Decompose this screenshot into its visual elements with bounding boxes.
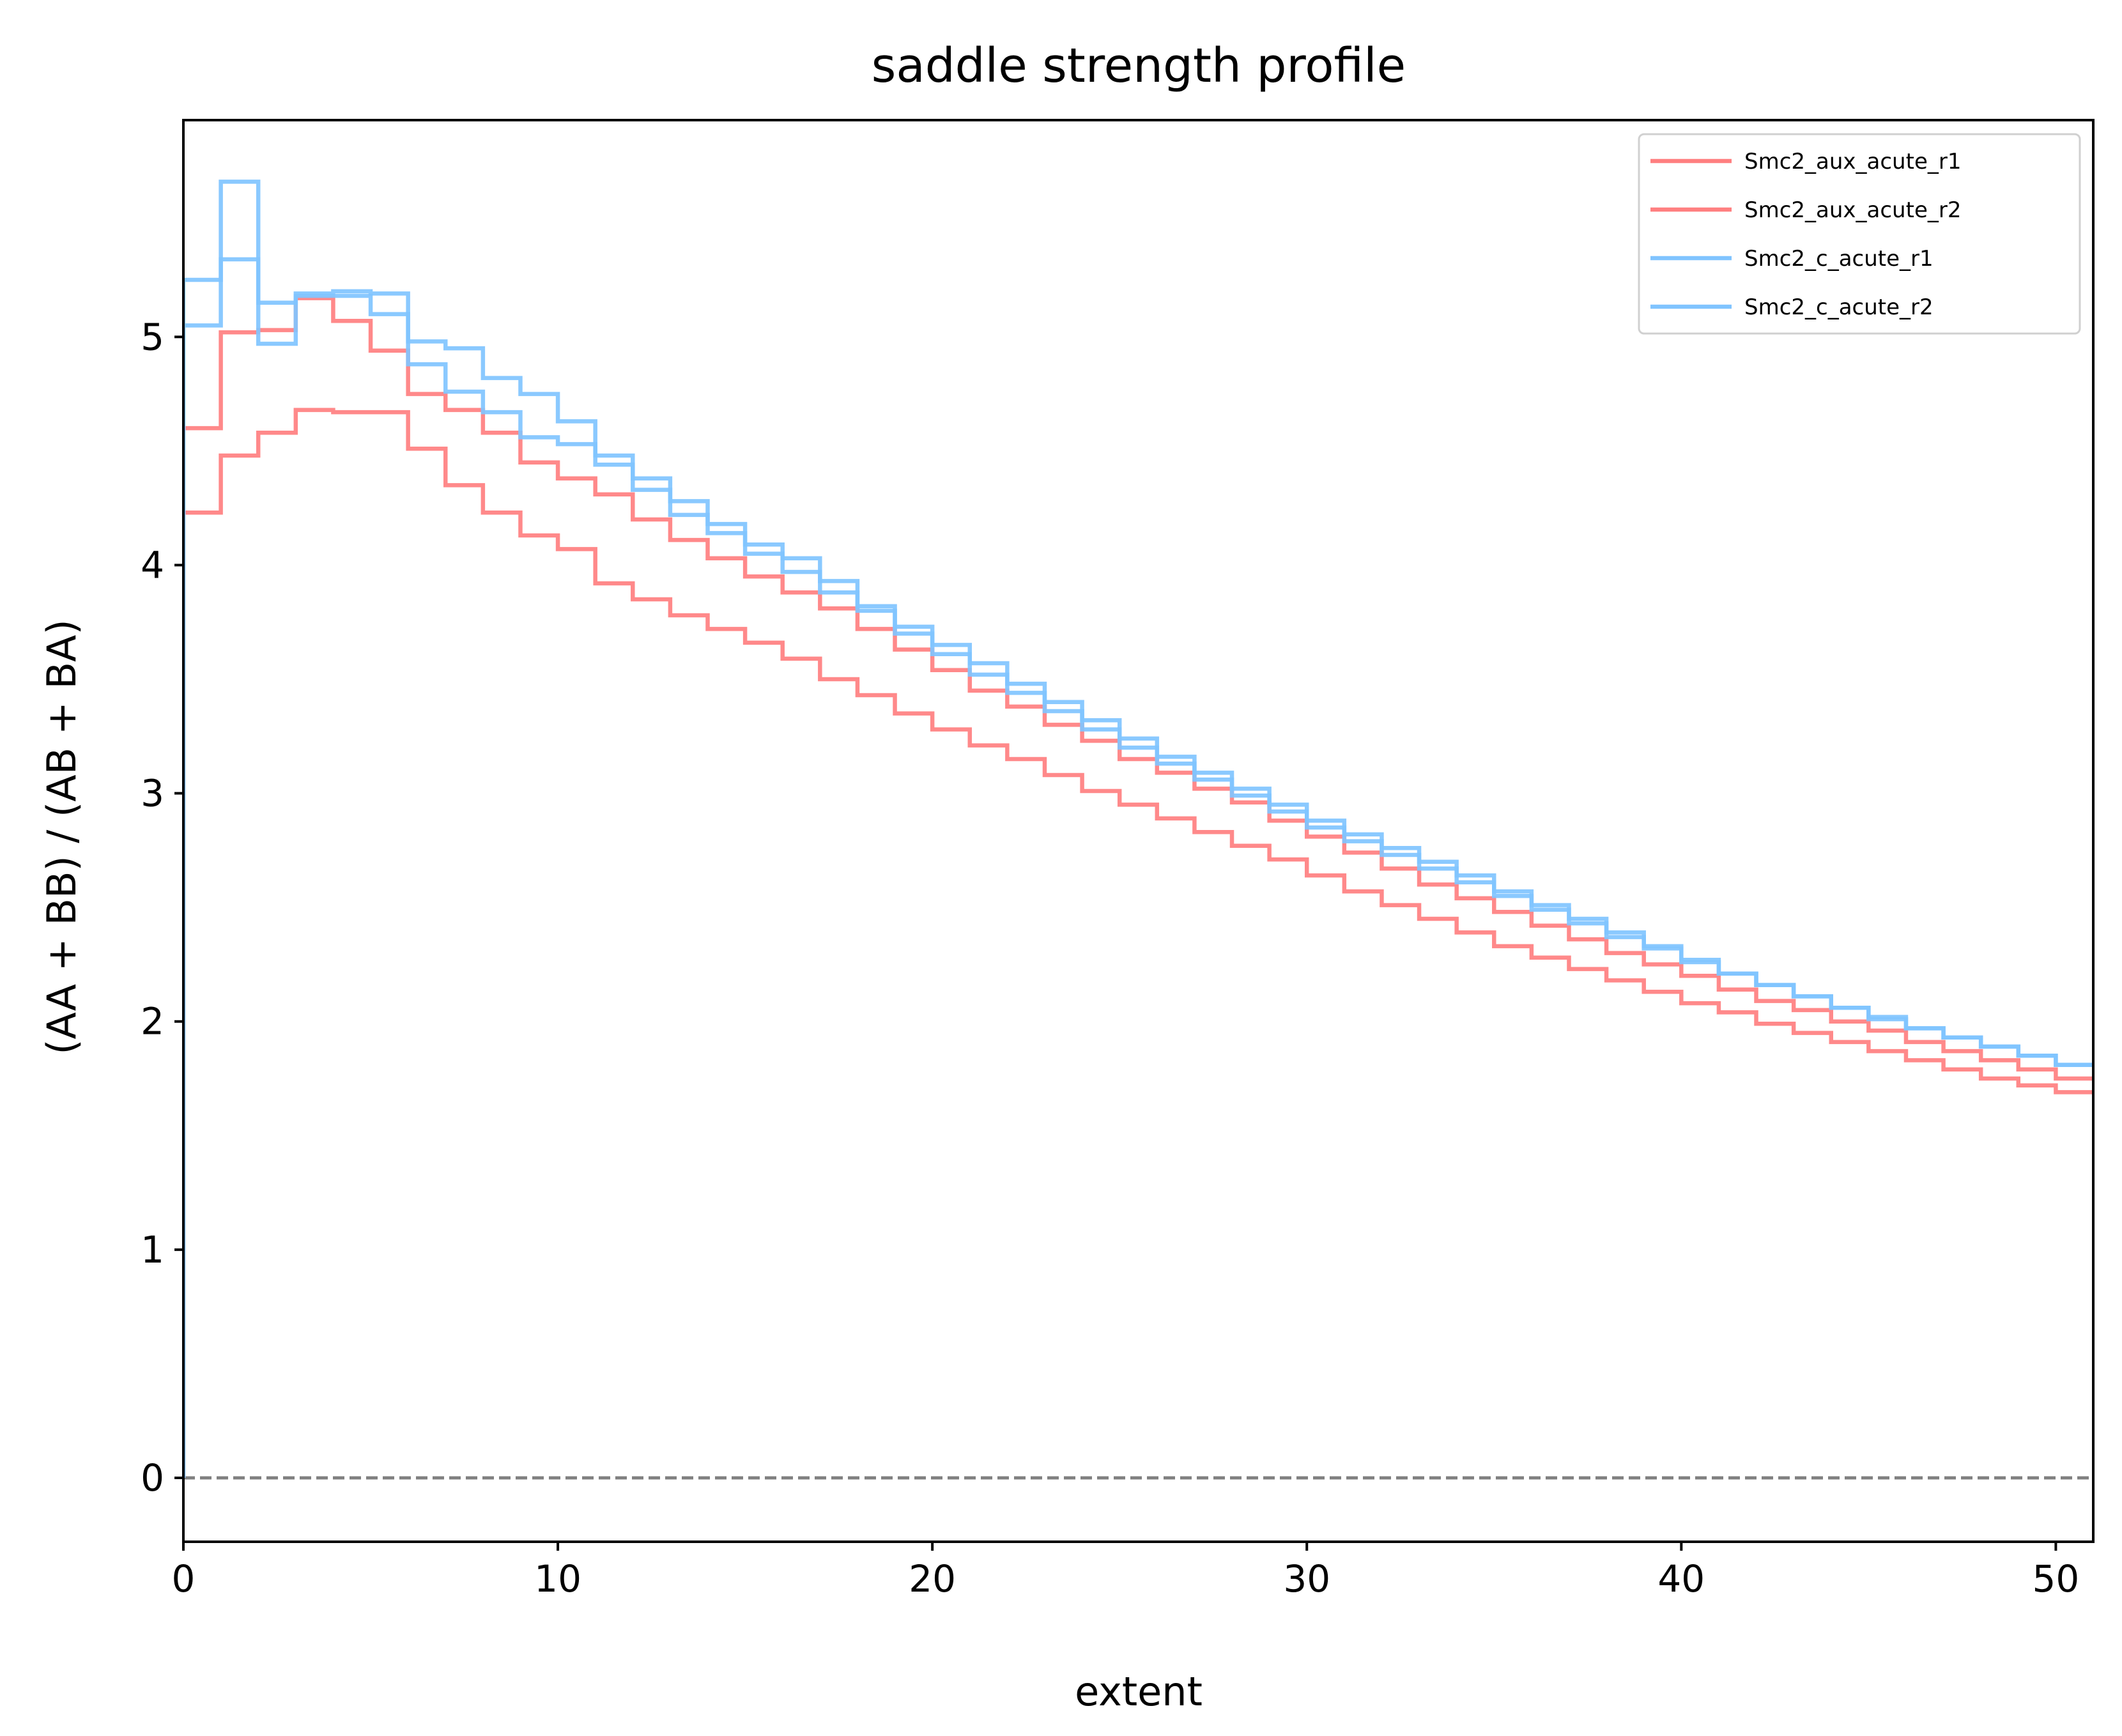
series-line-Smc2_aux_acute_r2 [183,408,2093,1478]
y-tick-label: 3 [141,772,164,815]
x-tick-label: 0 [172,1557,196,1601]
x-tick-label: 40 [1657,1557,1705,1601]
x-axis-title: extent [1075,1668,1203,1715]
legend: Smc2_aux_acute_r1 Smc2_aux_acute_r2 Smc2_c… [1638,133,2081,335]
chart-title: saddle strength profile [872,38,1406,93]
y-tick-label: 5 [141,315,164,358]
y-tick-label: 1 [141,1228,164,1271]
plot-area [183,180,2093,1480]
x-tick-label: 20 [909,1557,956,1601]
series-line-Smc2_aux_acute_r1 [183,296,2093,1478]
series-line-Smc2_c_acute_r2 [183,257,2093,1478]
x-tick-label: 50 [2032,1557,2079,1601]
legend-label: Smc2_aux_acute_r2 [1744,197,1961,223]
legend-label: Smc2_c_acute_r2 [1744,295,1934,320]
x-tick-label: 30 [1283,1557,1330,1601]
legend-box [1638,133,2081,335]
legend-label: Smc2_c_acute_r1 [1744,246,1934,272]
y-tick-label: 4 [141,543,164,587]
x-tick-label: 10 [534,1557,581,1601]
y-axis-title: (AA + BB) / (AB + BA) [38,619,85,1054]
plot-inner [183,180,2093,1480]
axes: 0 10 20 30 40 50 0 1 2 3 4 5 [141,119,2095,1601]
y-tick-label: 0 [141,1456,164,1500]
axes-frame [182,119,2095,1543]
legend-label: Smc2_aux_acute_r1 [1744,149,1961,174]
y-tick-label: 2 [141,1000,164,1043]
